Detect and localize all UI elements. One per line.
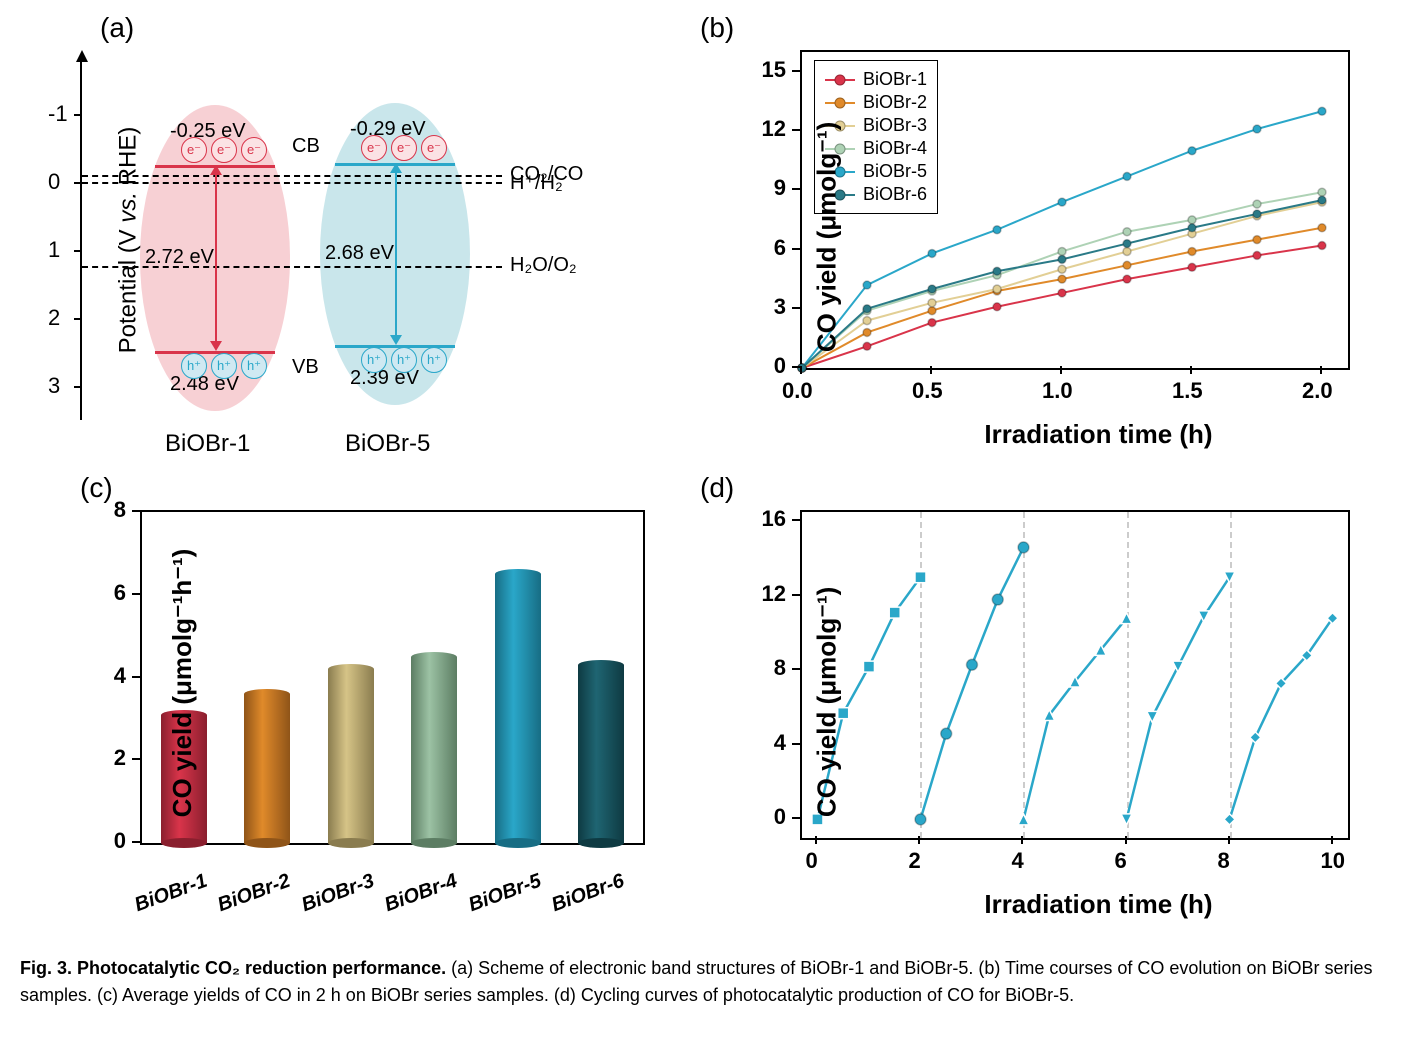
- bar-label: BiOBr-6: [549, 870, 628, 917]
- legend-item: BiOBr-2: [825, 92, 927, 113]
- panel-c-ylabel: CO yield (μmolg⁻¹h⁻¹): [167, 548, 198, 817]
- panel-b-xlabel: Irradiation time (h): [984, 419, 1212, 450]
- figure-3: (a) Potential (V vs. RHE) -1 0 1 2 3 CO₂…: [20, 20, 1387, 1009]
- panel-a-yaxis: [80, 60, 82, 420]
- bar: [244, 694, 290, 843]
- bar: [328, 669, 374, 843]
- legend-item: BiOBr-1: [825, 69, 927, 90]
- bar-label: BiOBr-5: [465, 870, 544, 917]
- legend-label: BiOBr-4: [863, 138, 927, 159]
- bar-label: BiOBr-1: [131, 870, 210, 917]
- legend-label: BiOBr-5: [863, 161, 927, 182]
- legend-label: BiOBr-6: [863, 184, 927, 205]
- row-2: (c): [20, 480, 1387, 930]
- bar: [411, 657, 457, 843]
- bar: [578, 665, 624, 843]
- panel-c: (c): [20, 480, 660, 930]
- panel-b-plotarea: BiOBr-1 BiOBr-2 BiOBr-3 BiOBr-4 BiOBr-5 …: [800, 50, 1350, 370]
- panel-d-svg: [802, 512, 1348, 838]
- panel-a-label: (a): [100, 12, 134, 44]
- panel-d-label: (d): [700, 472, 734, 504]
- bar-label: BiOBr-4: [382, 870, 461, 917]
- panel-d-plotarea: [800, 510, 1350, 840]
- panel-a: (a) Potential (V vs. RHE) -1 0 1 2 3 CO₂…: [20, 20, 660, 460]
- figure-caption: Fig. 3. Photocatalytic CO₂ reduction per…: [20, 955, 1387, 1009]
- panel-b-ylabel: CO yield (μmolg⁻¹): [812, 122, 843, 352]
- panel-c-label: (c): [80, 472, 113, 504]
- row-1: (a) Potential (V vs. RHE) -1 0 1 2 3 CO₂…: [20, 20, 1387, 460]
- legend-label: BiOBr-2: [863, 92, 927, 113]
- bar: [495, 574, 541, 843]
- panel-c-plotarea: [140, 510, 645, 845]
- bar-label: BiOBr-3: [298, 870, 377, 917]
- panel-d-ylabel: CO yield (μmolg⁻¹): [812, 587, 843, 817]
- bar-label: BiOBr-2: [215, 870, 294, 917]
- panel-a-ylabel: Potential (V vs. RHE): [114, 127, 142, 354]
- legend-label: BiOBr-1: [863, 69, 927, 90]
- legend-label: BiOBr-3: [863, 115, 927, 136]
- panel-d: (d) 0 2 4 6 8 10 0 4 8 12 16 Irradiation…: [690, 480, 1370, 930]
- fig-number: Fig. 3.: [20, 958, 72, 978]
- fig-title: Photocatalytic CO₂ reduction performance…: [77, 958, 446, 978]
- panel-b-label: (b): [700, 12, 734, 44]
- panel-b: (b) BiOBr-1 BiOBr-2 BiOBr-3 BiOBr-4 BiOB…: [690, 20, 1370, 460]
- panel-d-xlabel: Irradiation time (h): [984, 889, 1212, 920]
